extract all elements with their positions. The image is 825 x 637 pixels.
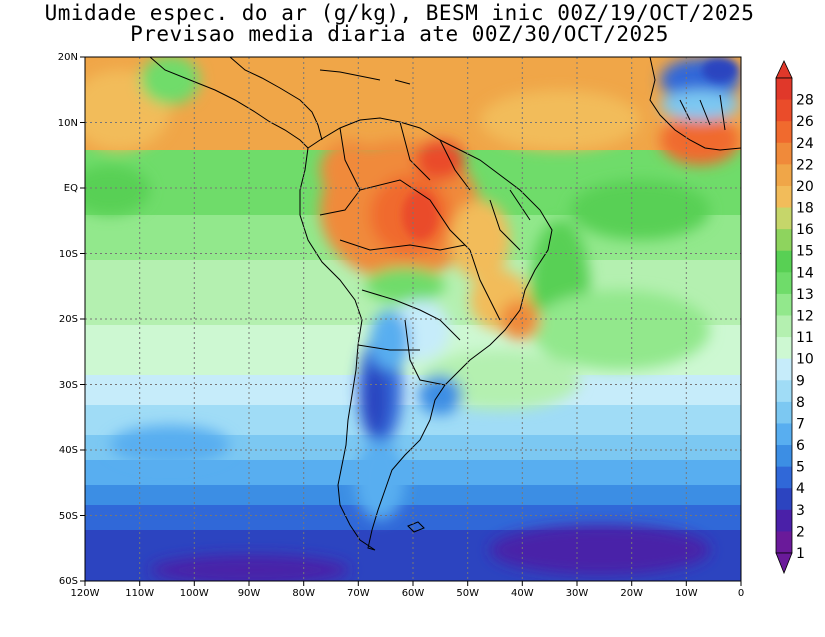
lat-label: 10N — [58, 118, 78, 129]
map-title-line-1: Umidade espec. do ar (g/kg), BESM inic 0… — [44, 1, 755, 25]
lon-label: 30W — [566, 588, 589, 599]
colorbar: 28 26 24 22 20 18 16 15 14 13 12 11 10 9 8 7 6 5 4 3 2 1 — [775, 60, 814, 575]
lon-label: 120W — [71, 588, 100, 599]
colorbar-label: 11 — [796, 330, 814, 346]
colorbar-swatch — [776, 229, 792, 252]
colorbar-swatch — [776, 445, 792, 468]
colorbar-label: 8 — [796, 395, 805, 411]
colorbar-swatch — [776, 488, 792, 511]
colorbar-label: 24 — [796, 136, 814, 152]
lon-label: 100W — [180, 588, 209, 599]
lat-label: 60S — [59, 576, 78, 587]
colorbar-swatch — [776, 250, 792, 273]
colorbar-swatch — [776, 142, 792, 165]
colorbar-swatch — [776, 358, 792, 381]
colorbar-label: 22 — [796, 157, 814, 173]
colorbar-label: 3 — [796, 503, 805, 519]
colorbar-bottom-arrow — [775, 552, 793, 575]
lon-label: 70W — [347, 588, 370, 599]
latitude-labels: 20N 10N EQ 10S 20S 30S 40S 50S 60S — [58, 52, 78, 587]
colorbar-swatch — [776, 466, 792, 489]
colorbar-label: 18 — [796, 201, 814, 217]
colorbar-label: 13 — [796, 287, 814, 303]
map-title-line-2: Previsao media diaria ate 00Z/30/OCT/202… — [130, 22, 669, 46]
lat-label: EQ — [64, 183, 78, 194]
lon-label: 40W — [511, 588, 534, 599]
colorbar-label: 5 — [796, 460, 805, 476]
colorbar-swatch — [776, 380, 792, 403]
colorbar-swatch — [776, 337, 792, 360]
colorbar-label: 14 — [796, 265, 814, 281]
lat-label: 40S — [59, 445, 78, 456]
colorbar-label: 26 — [796, 114, 814, 130]
colorbar-swatch — [776, 164, 792, 187]
colorbar-swatch — [776, 531, 792, 554]
colorbar-swatch — [776, 185, 792, 209]
lat-label: 50S — [59, 511, 78, 522]
colorbar-label: 9 — [796, 373, 805, 389]
colorbar-swatch — [776, 78, 792, 101]
colorbar-label: 7 — [796, 416, 805, 432]
lon-label: 20W — [620, 588, 643, 599]
colorbar-swatch — [776, 207, 792, 230]
lat-label: 10S — [59, 249, 78, 260]
colorbar-label: 1 — [796, 546, 805, 562]
colorbar-swatch — [776, 293, 792, 316]
lon-label: 10W — [675, 588, 698, 599]
colorbar-top-arrow — [775, 60, 793, 79]
colorbar-label: 16 — [796, 222, 814, 238]
colorbar-label: 6 — [796, 438, 805, 454]
lon-label: 60W — [402, 588, 425, 599]
colorbar-swatch — [776, 272, 792, 295]
map-grid — [85, 57, 741, 581]
colorbar-swatch — [776, 315, 792, 338]
colorbar-label: 20 — [796, 179, 814, 195]
lat-label: 20N — [58, 52, 78, 63]
colorbar-swatch — [776, 423, 792, 446]
colorbar-label: 12 — [796, 309, 814, 325]
lat-label: 30S — [59, 380, 78, 391]
colorbar-swatch — [776, 401, 792, 424]
colorbar-label: 2 — [796, 524, 805, 540]
lon-label: 110W — [125, 588, 154, 599]
colorbar-swatch — [776, 99, 792, 122]
colorbar-label: 4 — [796, 481, 805, 497]
longitude-labels: 120W 110W 100W 90W 80W 70W 60W 50W 40W 3… — [71, 588, 745, 599]
colorbar-label: 15 — [796, 244, 814, 260]
colorbar-swatch — [776, 121, 792, 144]
colorbar-label: 28 — [796, 93, 814, 109]
lon-label: 0 — [738, 588, 744, 599]
colorbar-label: 10 — [796, 352, 814, 368]
lon-label: 80W — [292, 588, 315, 599]
lon-label: 50W — [456, 588, 479, 599]
coastlines — [149, 57, 741, 551]
axis-tick-marks — [80, 56, 742, 586]
lon-label: 90W — [238, 588, 261, 599]
lat-label: 20S — [59, 314, 78, 325]
colorbar-swatch — [776, 509, 792, 532]
